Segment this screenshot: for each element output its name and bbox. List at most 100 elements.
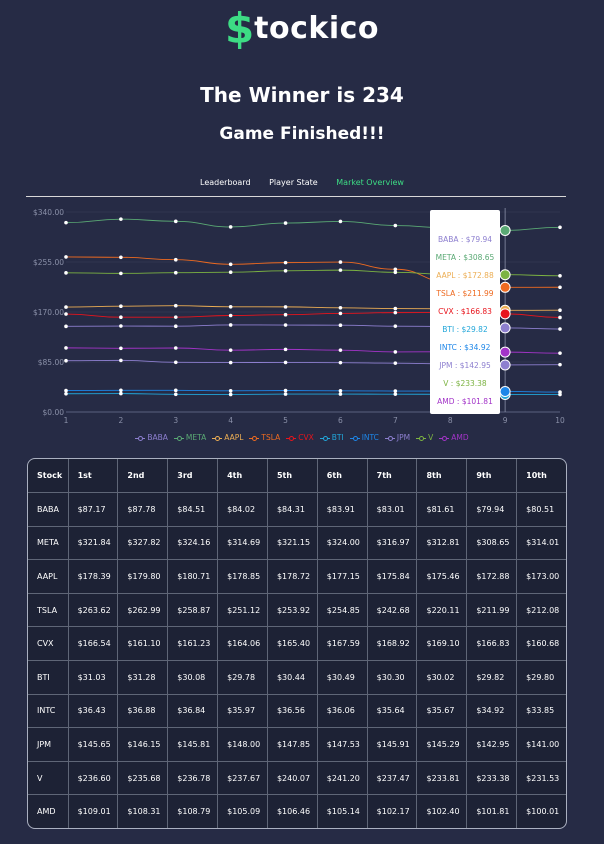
data-point-meta — [338, 219, 343, 224]
legend-item-cvx[interactable]: CVX — [286, 433, 314, 442]
data-point-baba — [64, 358, 68, 363]
column-header: Stock — [28, 459, 69, 493]
legend-item-baba[interactable]: BABA — [135, 433, 168, 442]
data-point-tsla — [558, 285, 562, 290]
price-cell: $262.99 — [117, 592, 169, 628]
data-point-baba — [119, 358, 123, 363]
price-cell: $145.91 — [366, 727, 418, 762]
column-header: 2nd — [117, 459, 169, 493]
data-point-jpm — [558, 327, 562, 331]
market-line-chart[interactable]: $0.00 $85.00 $170.00 $255.00 $340.00 1 2 3 4 5 6 7 8… — [0, 200, 604, 432]
column-header: 1st — [67, 459, 119, 493]
legend-item-tsla[interactable]: TSLA — [249, 433, 280, 442]
price-cell: $84.51 — [167, 492, 219, 527]
price-cell: $145.65 — [67, 727, 119, 762]
price-cell: $30.30 — [366, 659, 418, 695]
tab-player-state[interactable]: Player State — [269, 178, 318, 187]
legend-item-intc[interactable]: INTC — [349, 433, 379, 442]
x-tick-label: 3 — [173, 416, 178, 425]
data-point-aapl — [558, 308, 562, 313]
x-tick-label: 6 — [338, 416, 343, 425]
price-cell: $36.84 — [167, 693, 219, 729]
price-cell: $168.92 — [366, 626, 418, 661]
legend-item-jpm[interactable]: JPM — [384, 433, 410, 442]
price-cell: $233.81 — [416, 760, 468, 796]
price-cell: $164.06 — [217, 626, 268, 661]
legend-item-v[interactable]: V — [416, 433, 433, 442]
price-cell: $30.49 — [316, 659, 368, 695]
price-cell: $34.92 — [466, 693, 518, 729]
legend-marker-icon — [439, 435, 450, 441]
data-point-meta — [173, 219, 178, 224]
x-tick-label: 5 — [283, 416, 288, 425]
price-cell: $141.00 — [516, 727, 566, 762]
stock-symbol-cell: META — [28, 525, 69, 561]
legend-marker-icon — [212, 435, 223, 441]
price-cell: $167.59 — [316, 626, 368, 661]
chart-tooltip: BABA : $79.94 META : $308.65 AAPL : $172.8… — [430, 210, 500, 414]
price-cell: $30.44 — [266, 659, 318, 695]
legend-label: V — [428, 433, 434, 442]
price-cell: $101.81 — [466, 794, 518, 828]
price-cell: $87.78 — [117, 492, 169, 527]
price-cell: $145.81 — [167, 727, 219, 762]
price-cell: $178.39 — [67, 559, 119, 594]
data-point-baba — [283, 360, 288, 365]
legend-item-bti[interactable]: BTI — [319, 433, 344, 442]
x-tick-label: 9 — [503, 416, 508, 425]
tab-market-overview[interactable]: Market Overview — [336, 178, 404, 187]
price-cell: $236.60 — [67, 760, 119, 796]
price-cell: $30.08 — [167, 659, 219, 695]
stockico-logo: $tockico — [0, 6, 604, 54]
data-point-meta — [283, 221, 288, 225]
table-row: BABA $87.17 $87.78 $84.51 $84.02 $84.31 $83.91… — [28, 492, 566, 527]
data-point-tsla — [338, 260, 343, 264]
data-point-jpm — [283, 323, 288, 327]
hover-point-meta — [499, 224, 511, 236]
price-cell: $179.80 — [117, 559, 169, 594]
price-cell: $36.06 — [316, 693, 368, 729]
data-point-jpm — [119, 324, 123, 328]
price-cell: $236.78 — [167, 760, 219, 796]
price-cell: $173.00 — [516, 559, 566, 594]
price-cell: $253.92 — [266, 592, 318, 628]
price-cell: $165.40 — [266, 626, 318, 661]
price-cell: $79.94 — [466, 492, 518, 527]
data-point-jpm — [228, 323, 233, 327]
data-point-jpm — [173, 324, 178, 329]
legend-item-aapl[interactable]: AAPL — [212, 433, 243, 442]
x-tick-label: 2 — [118, 416, 123, 425]
price-cell: $84.02 — [217, 492, 268, 527]
x-tick-label: 1 — [64, 416, 69, 425]
data-point-bti — [119, 391, 123, 396]
legend-marker-icon — [416, 435, 427, 441]
data-point-jpm — [338, 323, 343, 328]
price-cell: $316.97 — [366, 525, 418, 561]
data-point-cvx — [228, 313, 233, 318]
legend-item-meta[interactable]: META — [173, 433, 206, 442]
hover-point-jpm — [499, 322, 511, 334]
price-cell: $254.85 — [316, 592, 368, 628]
data-point-baba — [558, 362, 562, 367]
x-tick-label: 4 — [228, 416, 233, 425]
tab-leaderboard[interactable]: Leaderboard — [200, 178, 251, 187]
price-cell: $178.85 — [217, 559, 268, 594]
price-cell: $80.51 — [516, 492, 566, 527]
data-point-v — [338, 268, 343, 272]
data-point-bti — [173, 392, 178, 397]
data-point-aapl — [64, 305, 68, 309]
hover-point-cvx — [499, 308, 511, 320]
price-cell: $324.00 — [316, 525, 368, 561]
column-header: 10th — [516, 459, 566, 493]
legend-label: BTI — [331, 433, 344, 442]
data-point-meta — [558, 225, 562, 230]
price-cell: $161.10 — [117, 626, 169, 661]
price-cell: $242.68 — [366, 592, 418, 628]
price-cell: $147.85 — [266, 727, 318, 762]
price-cell: $35.64 — [366, 693, 418, 729]
tooltip-item-intc: INTC : $34.92 — [439, 343, 491, 352]
stock-symbol-cell: BABA — [28, 492, 69, 527]
price-cell: $175.84 — [366, 559, 418, 594]
data-point-meta — [64, 220, 68, 225]
legend-item-amd[interactable]: AMD — [439, 433, 469, 442]
